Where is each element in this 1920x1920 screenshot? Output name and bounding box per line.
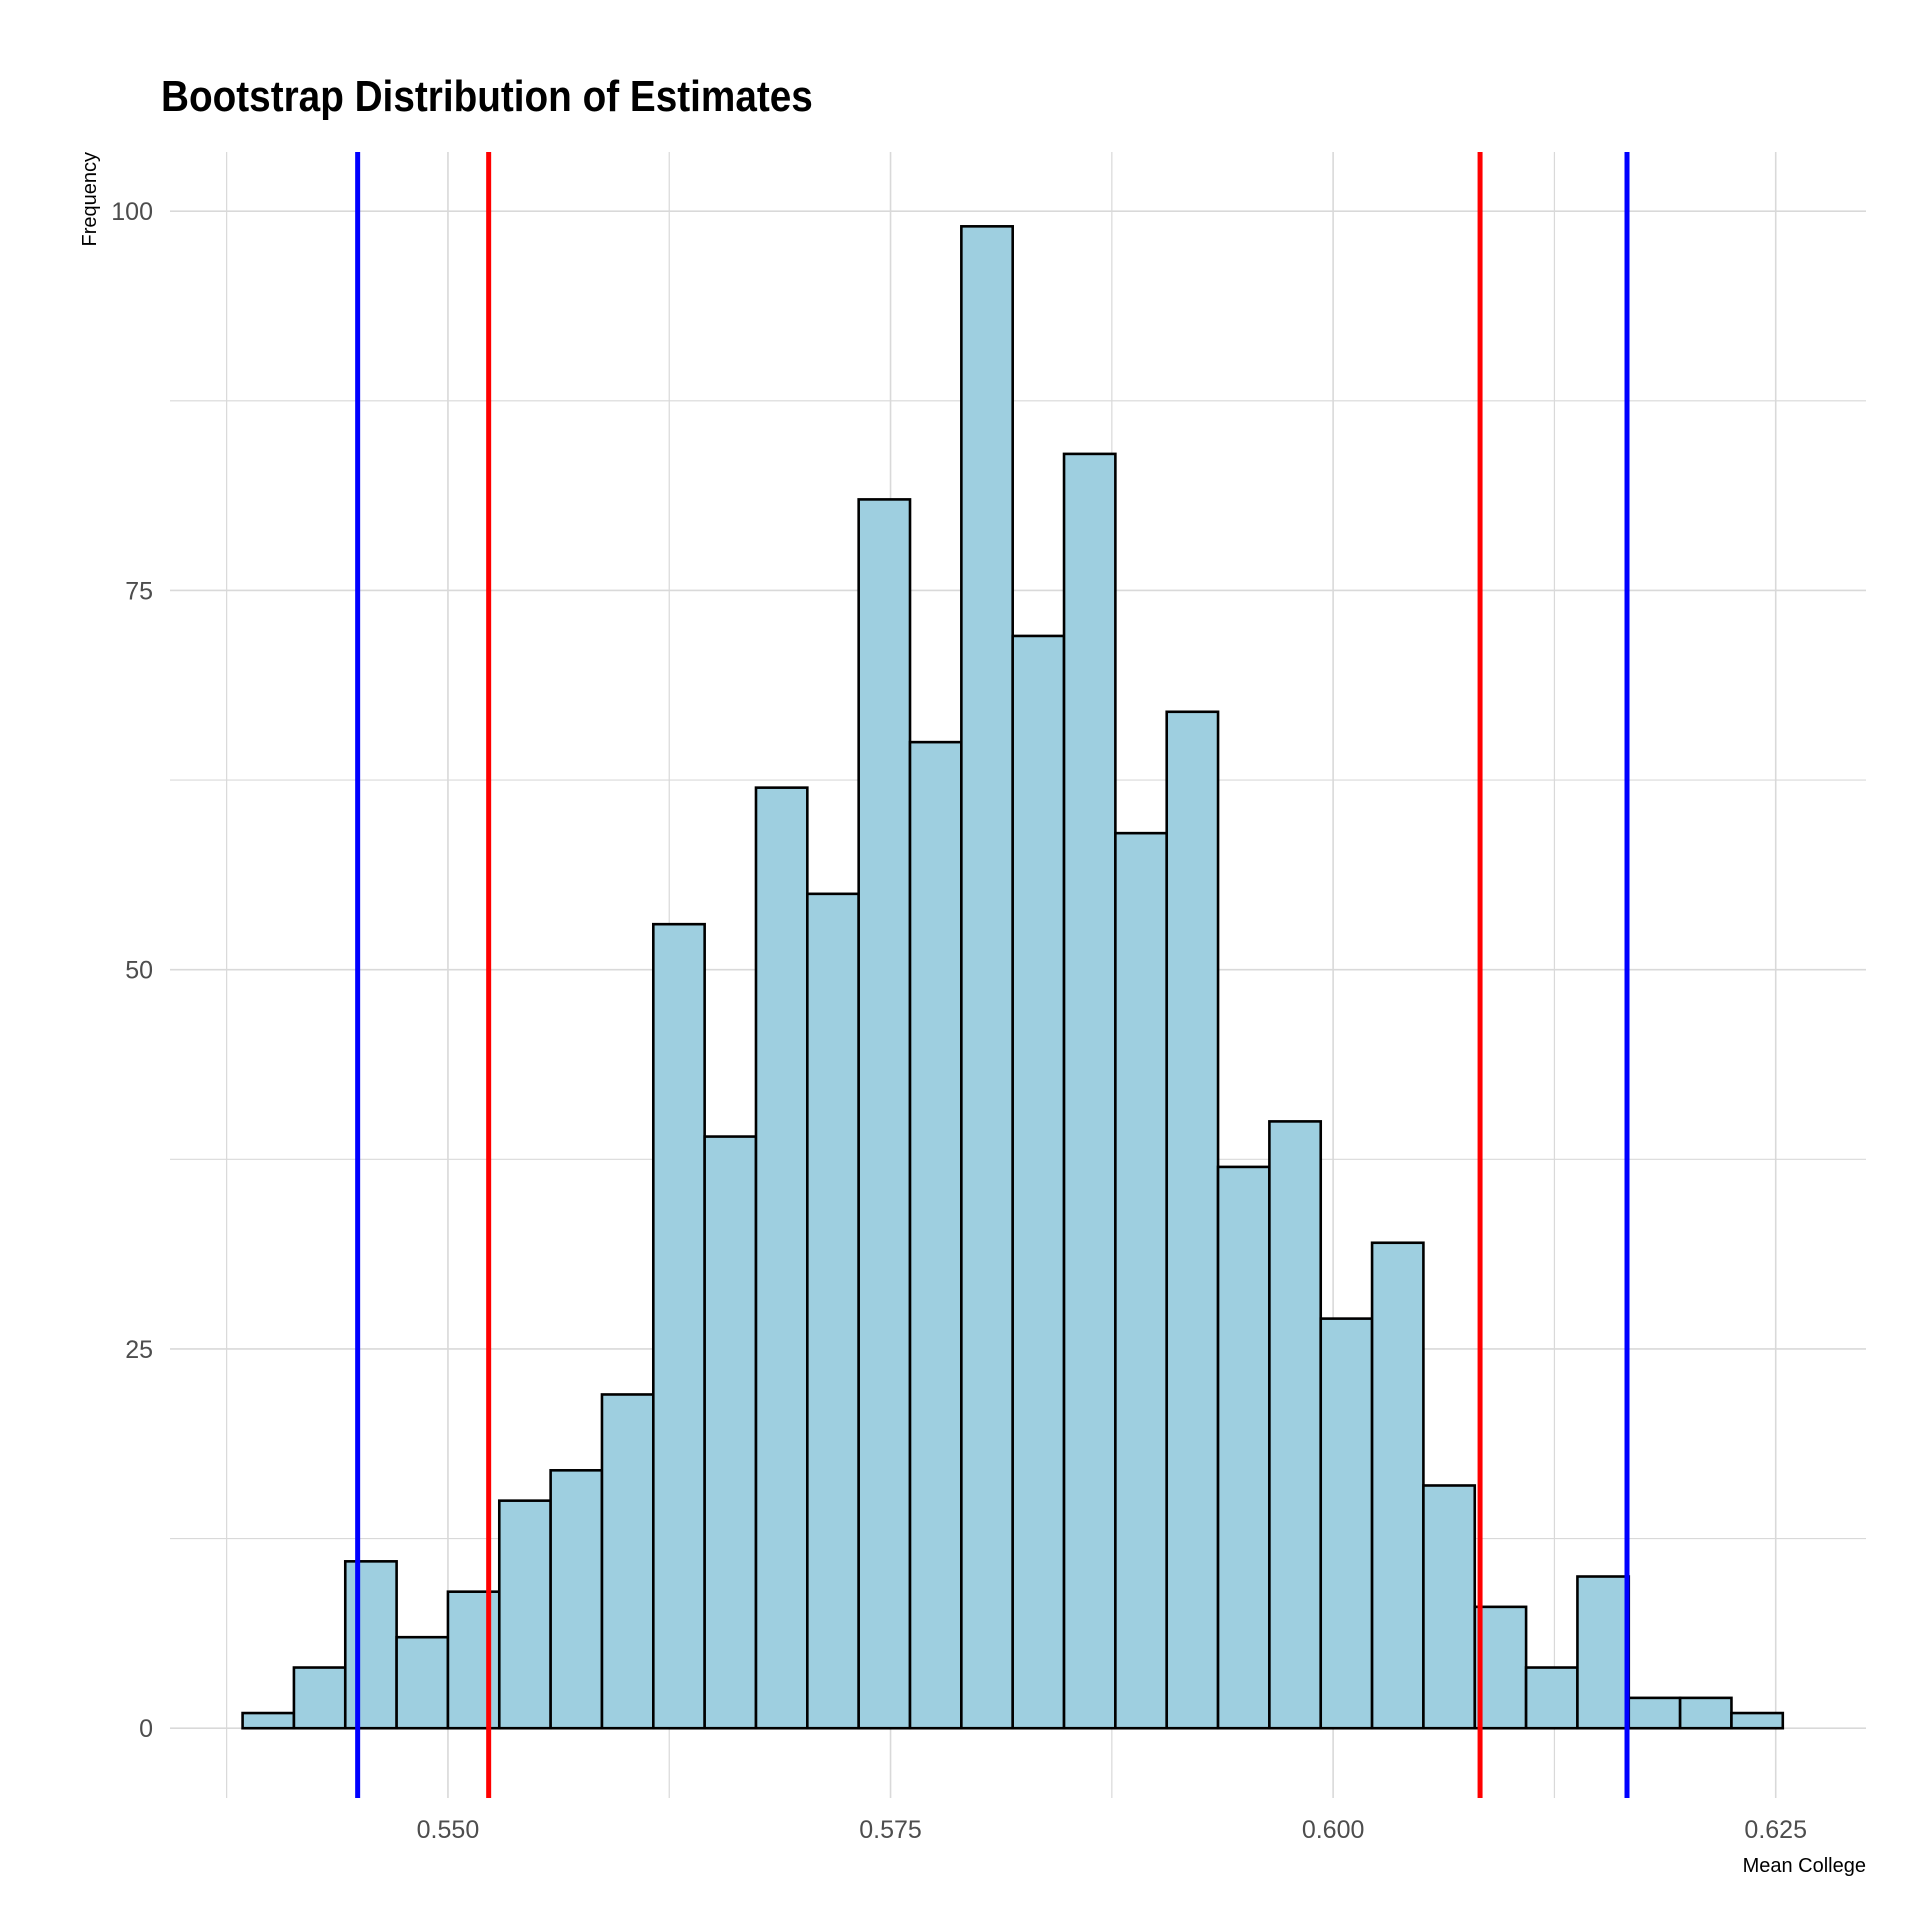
histogram-bar xyxy=(446,1590,501,1730)
y-tick-label: 0 xyxy=(139,1715,153,1743)
histogram-bar xyxy=(241,1711,296,1730)
histogram-bar xyxy=(1165,710,1220,1730)
histogram-bar xyxy=(908,740,963,1730)
histogram-bar xyxy=(497,1499,552,1730)
y-tick-label: 25 xyxy=(125,1336,153,1364)
chart-title: Bootstrap Distribution of Estimates xyxy=(161,72,813,121)
histogram-bar xyxy=(1627,1696,1682,1730)
histogram-bar xyxy=(1730,1711,1785,1730)
x-tick-label: 0.625 xyxy=(1744,1816,1807,1844)
y-tick-label: 100 xyxy=(111,198,153,226)
x-tick-label: 0.575 xyxy=(859,1816,922,1844)
histogram-bar xyxy=(960,225,1014,1730)
y-axis-label: Frequency xyxy=(79,152,101,247)
histogram-bar xyxy=(1062,452,1117,1730)
histogram-bar xyxy=(1524,1666,1579,1730)
x-tick-label: 0.550 xyxy=(417,1816,480,1844)
histogram-bar xyxy=(857,498,912,1730)
histogram-bar xyxy=(1011,634,1066,1730)
histogram-bar xyxy=(1370,1241,1425,1730)
histogram-bar xyxy=(703,1135,758,1730)
histogram-bar xyxy=(1268,1120,1323,1730)
histogram-bar xyxy=(1319,1317,1374,1730)
histogram-bar xyxy=(652,922,706,1730)
y-tick-label: 50 xyxy=(125,957,153,985)
histogram-bar xyxy=(1473,1605,1528,1730)
histogram-bar xyxy=(1576,1575,1631,1730)
histogram-bar xyxy=(754,786,809,1730)
histogram-bar xyxy=(1114,831,1169,1730)
histogram-bar xyxy=(343,1560,398,1730)
x-axis-label: Mean College xyxy=(1743,1855,1866,1877)
histogram-bar xyxy=(1422,1484,1477,1730)
histogram-bar xyxy=(600,1393,655,1730)
histogram-bar xyxy=(395,1635,450,1730)
histogram-bar xyxy=(806,892,860,1730)
histogram-bar xyxy=(549,1469,604,1730)
histogram-bar xyxy=(292,1666,347,1730)
histogram-bar xyxy=(1678,1696,1733,1730)
y-tick-label: 75 xyxy=(125,577,153,605)
histogram-bar xyxy=(1216,1165,1271,1730)
x-tick-label: 0.600 xyxy=(1302,1816,1365,1844)
